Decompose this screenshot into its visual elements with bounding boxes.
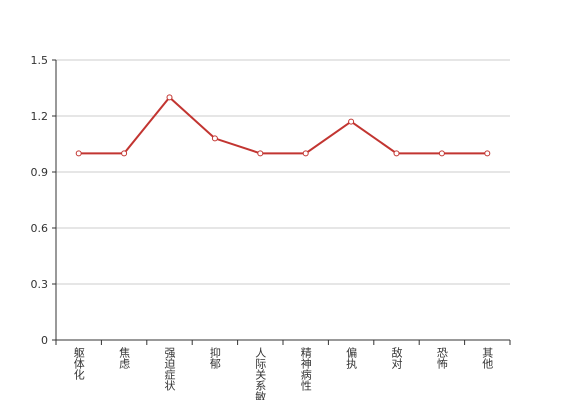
point [75,150,82,157]
point [211,135,218,142]
x-tick-label: 偏执 [345,346,358,370]
y-tick-label: 0 [41,334,48,347]
y-tick-label: 1.5 [31,54,49,67]
x-tick-label: 其他 [481,347,494,369]
line [78,95,488,155]
point [348,118,355,125]
point [393,150,400,157]
x-tick-label: 焦虑 [118,347,131,369]
y-tick-label: 0.3 [31,278,49,291]
y-tick-label: 0.9 [31,166,49,179]
point [257,150,264,157]
point [302,150,309,157]
x-tick-label: 精神病性 [299,347,312,392]
x-tick-label: 恐怖 [435,347,448,369]
point [484,150,491,157]
x-tick-label: 敌对 [390,346,403,369]
x-tick-label: 人际关系敏感 [254,347,267,400]
point [121,150,128,157]
x-tick-label: 抑郁 [208,346,221,369]
x-tick-label: 躯体化 [72,347,85,381]
y-tick-label: 0.6 [31,222,49,235]
point [166,94,173,101]
point [438,150,445,157]
x-tick-label: 强迫症状 [163,347,176,391]
y-tick-label: 1.2 [31,110,49,123]
